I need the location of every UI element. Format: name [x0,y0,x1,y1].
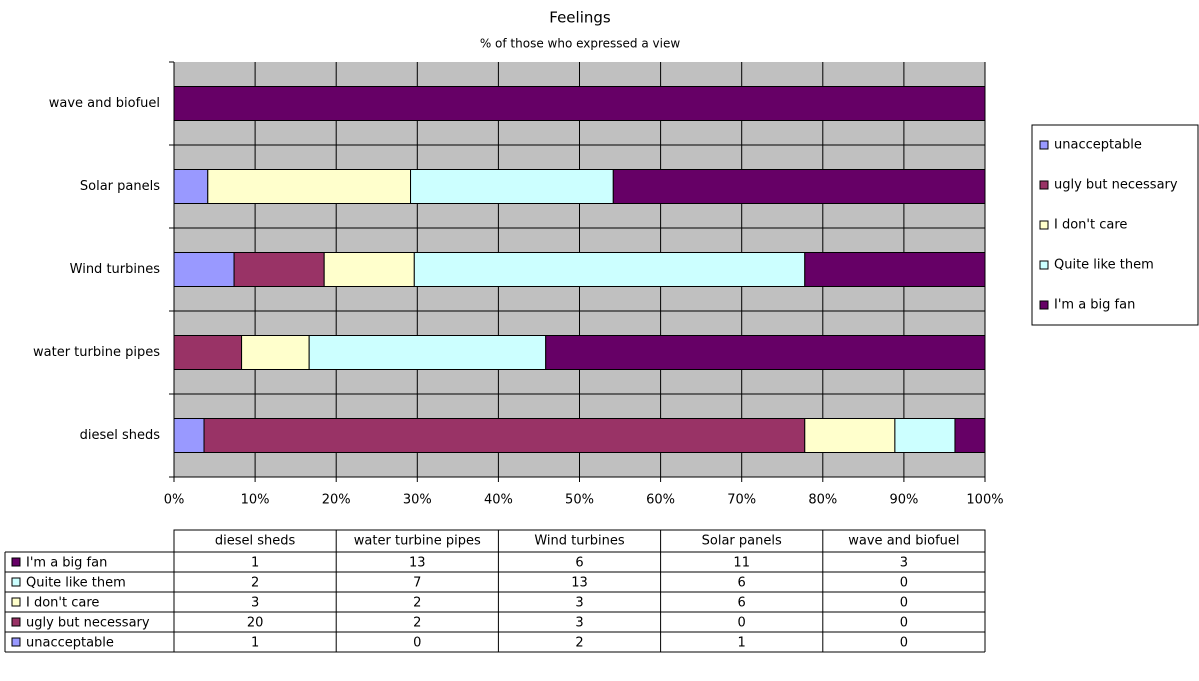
legend-swatch [11,617,21,627]
table-cell: 3 [575,616,583,631]
table-cell: 0 [900,596,908,611]
table-cell: 2 [251,576,259,591]
table-header-cell: Solar panels [702,534,782,549]
bar-segment [308,335,547,370]
legend-swatch [11,557,21,567]
bar-segment [203,418,806,453]
table-cell: 0 [900,576,908,591]
bar-segment [207,169,412,204]
x-tick-label: 70% [727,493,756,508]
table-row-label: I'm a big fan [26,556,107,571]
table-header-cell: diesel sheds [215,534,296,549]
legend-swatch [1039,180,1049,190]
legend-label: unacceptable [1054,138,1142,153]
bar-segment [173,418,205,453]
table-cell: 7 [413,576,421,591]
x-tick-label: 100% [966,493,1003,508]
bar-segment [612,169,986,204]
table-cell: 1 [251,636,259,651]
y-tick-label: diesel sheds [80,428,161,443]
table-cell: 11 [733,556,750,571]
table-cell: 6 [575,556,583,571]
legend-swatch [11,597,21,607]
x-tick-label: 90% [889,493,918,508]
bar-segment [410,169,614,204]
bar-segment [323,252,415,287]
table-cell: 3 [900,556,908,571]
table-cell: 1 [738,636,746,651]
bar-segment [173,252,235,287]
x-tick-label: 30% [403,493,432,508]
x-tick-label: 60% [646,493,675,508]
legend-label: ugly but necessary [1054,178,1178,193]
bar-segment [173,335,243,370]
bar-segment [413,252,806,287]
x-tick-label: 50% [565,493,594,508]
table-cell: 13 [571,576,588,591]
x-tick-label: 10% [241,493,270,508]
y-tick-label: wave and biofuel [49,96,160,111]
legend-label: I'm a big fan [1054,298,1135,313]
table-cell: 2 [413,616,421,631]
bar-segment [804,252,986,287]
chart-subtitle: % of those who expressed a view [480,37,681,51]
legend-label: I don't care [1054,218,1127,233]
legend-box [1031,124,1199,326]
table-row-label: ugly but necessary [26,616,150,631]
chart-title: Feelings [549,9,611,27]
table-cell: 20 [247,616,264,631]
legend-swatch [11,637,21,647]
bar-segment [804,418,896,453]
table-cell: 0 [900,616,908,631]
legend-swatch [1039,260,1049,270]
legend-swatch [1039,140,1049,150]
table-cell: 0 [738,616,746,631]
table-cell: 2 [575,636,583,651]
table-cell: 3 [575,596,583,611]
x-tick-label: 20% [322,493,351,508]
y-tick-label: water turbine pipes [33,345,160,360]
bar-segment [894,418,956,453]
table-cell: 13 [409,556,426,571]
x-tick-label: 0% [164,493,185,508]
table-cell: 3 [251,596,259,611]
bar-segment [233,252,325,287]
legend-swatch [1039,220,1049,230]
table-cell: 0 [413,636,421,651]
table-header-cell: water turbine pipes [354,534,481,549]
table-row-label: Quite like them [26,576,126,591]
table-header-cell: Wind turbines [534,534,625,549]
table-row-label: unacceptable [26,636,114,651]
y-tick-label: Solar panels [80,179,160,194]
bar-segment [173,86,986,121]
table-cell: 6 [738,576,746,591]
table-cell: 2 [413,596,421,611]
legend-swatch [11,577,21,587]
bar-segment [241,335,310,370]
table-row-label: I don't care [26,596,99,611]
x-tick-label: 40% [484,493,513,508]
y-tick-label: Wind turbines [70,262,161,277]
table-cell: 1 [251,556,259,571]
bar-segment [954,418,986,453]
legend-label: Quite like them [1054,258,1154,273]
table-cell: 0 [900,636,908,651]
bar-segment [545,335,986,370]
legend-swatch [1039,300,1049,310]
table-cell: 6 [738,596,746,611]
table-header-cell: wave and biofuel [848,534,959,549]
x-tick-label: 80% [808,493,837,508]
bar-segment [173,169,209,204]
